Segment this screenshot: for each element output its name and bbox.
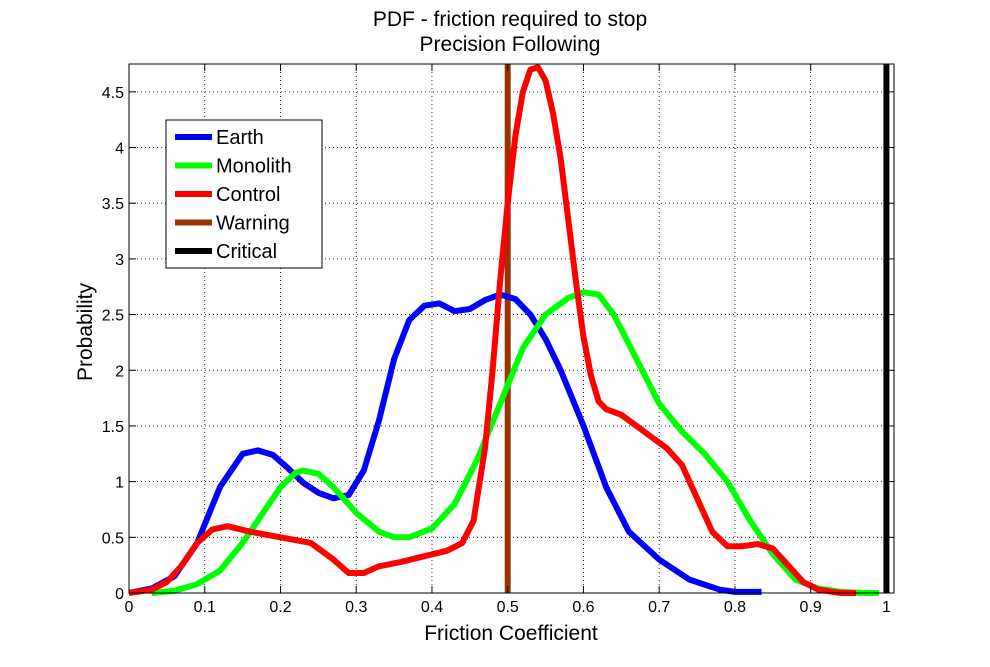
y-tick-label: 1.5 (102, 419, 124, 436)
x-tick-label: 0.3 (345, 599, 367, 616)
axis-ticks: 0 0.1 0.2 0.3 0.4 0.5 0.6 0.7 0.8 0.9 1 0 0.5 1 1.5 2 2.… (102, 64, 894, 616)
y-tick-label: 2 (115, 363, 124, 380)
x-tick-label: 0.8 (724, 599, 746, 616)
x-tick-label: 1 (882, 599, 891, 616)
series-lines (128, 64, 890, 596)
x-axis-label: Friction Coefficient (424, 622, 598, 645)
y-tick-label: 4 (115, 141, 124, 158)
x-tick-label: 0.4 (421, 599, 443, 616)
legend-label-earth: Earth (216, 127, 264, 149)
x-tick-label: 0.2 (269, 599, 291, 616)
legend-label-warning: Warning (216, 213, 290, 235)
legend-label-control: Control (216, 184, 280, 206)
y-tick-label: 4.5 (102, 85, 124, 102)
series-line-monolith (151, 289, 879, 596)
series-line-control (128, 64, 857, 596)
legend: Earth Monolith Control Warning Critical (165, 119, 323, 269)
x-tick-label: 0.7 (648, 599, 670, 616)
y-tick-label: 0.5 (102, 530, 124, 547)
y-axis-label: Probability (74, 282, 97, 381)
y-tick-label: 1 (115, 475, 124, 492)
y-tick-label: 0 (115, 586, 124, 603)
x-tick-label: 0.1 (194, 599, 216, 616)
x-tick-label: 0.9 (800, 599, 822, 616)
x-tick-label: 0.5 (497, 599, 519, 616)
plot-frame (128, 63, 895, 594)
y-tick-label: 2.5 (102, 308, 124, 325)
legend-label-monolith: Monolith (216, 156, 292, 178)
y-tick-label: 3 (115, 252, 124, 269)
x-tick-label: 0.6 (572, 599, 594, 616)
series-line-earth (128, 291, 762, 596)
chart-title: PDF - friction required to stop (373, 8, 647, 31)
chart-subtitle: Precision Following (420, 33, 601, 56)
legend-label-critical: Critical (216, 241, 277, 263)
x-tick-label: 0 (125, 599, 134, 616)
y-tick-label: 3.5 (102, 196, 124, 213)
